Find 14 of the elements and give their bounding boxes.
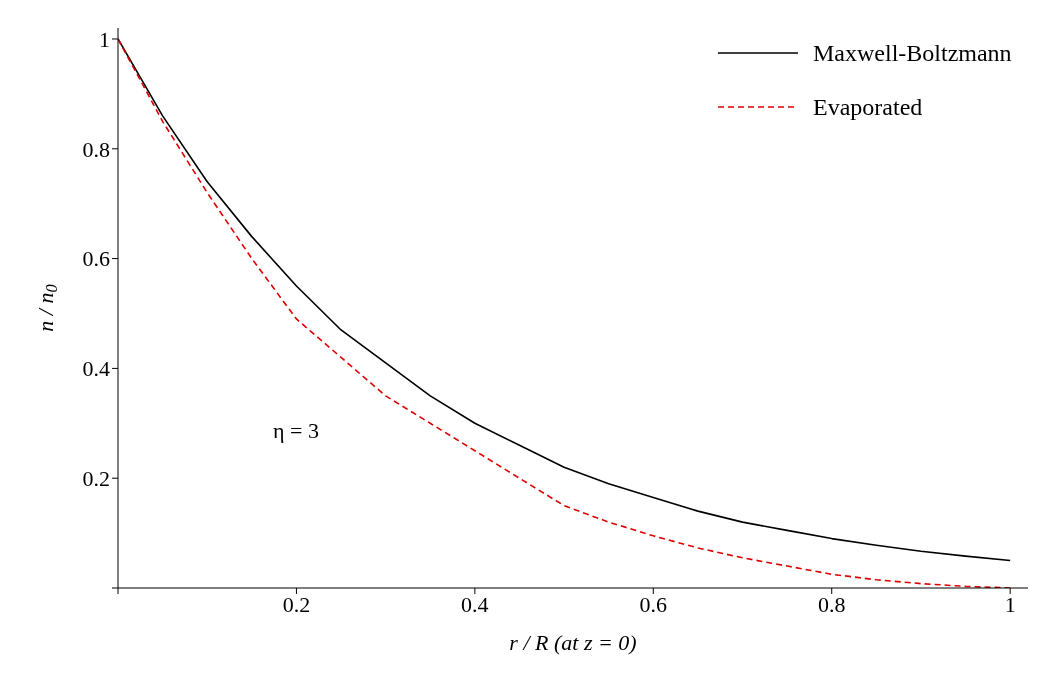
y-tick-label: 0.2	[82, 466, 110, 492]
y-tick-label: 0.6	[82, 246, 110, 272]
y-tick-label: 0.4	[82, 356, 110, 382]
x-tick-label: 1	[1004, 591, 1016, 617]
x-tick-label: 0.2	[282, 591, 311, 617]
x-tick-label: 0.4	[461, 591, 489, 617]
x-tick-label: 0.8	[817, 591, 846, 617]
x-tick-label: 0.6	[639, 591, 668, 617]
y-tick-label: 1	[99, 26, 110, 52]
legend-label: Maxwell-Boltzmann	[813, 40, 1012, 66]
legend-label: Evaporated	[813, 94, 923, 120]
x-axis-title: r / R (at z = 0)	[509, 630, 637, 655]
y-tick-label: 0.8	[82, 136, 110, 162]
annotation: η = 3	[273, 418, 319, 443]
